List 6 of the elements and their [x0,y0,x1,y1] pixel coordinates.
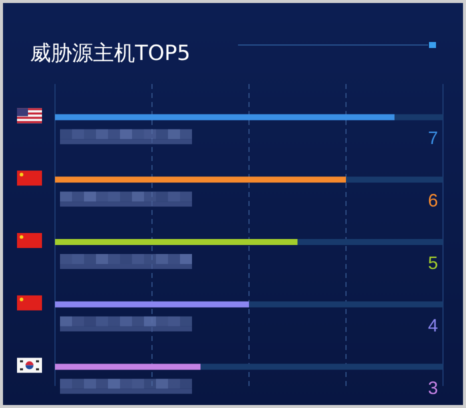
chart-title: 威胁源主机TOP5 [30,41,190,65]
data-label: 4 [428,315,438,336]
data-label: 6 [428,190,438,211]
data-label: 7 [428,128,438,148]
data-label: 3 [428,378,438,398]
data-label: 5 [428,253,438,273]
